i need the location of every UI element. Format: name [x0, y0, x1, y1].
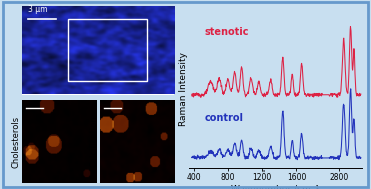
Text: stenotic: stenotic — [205, 27, 249, 37]
Bar — [68, 19, 147, 81]
Y-axis label: Raman Intensity: Raman Intensity — [179, 52, 188, 126]
Text: 3 μm: 3 μm — [28, 5, 48, 14]
Text: '': '' — [261, 170, 265, 179]
X-axis label: Wavenumber /cm⁻¹: Wavenumber /cm⁻¹ — [232, 185, 319, 189]
Text: control: control — [205, 113, 244, 123]
Text: Calcification: Calcification — [89, 116, 98, 167]
Text: Cholesterols: Cholesterols — [12, 115, 20, 168]
